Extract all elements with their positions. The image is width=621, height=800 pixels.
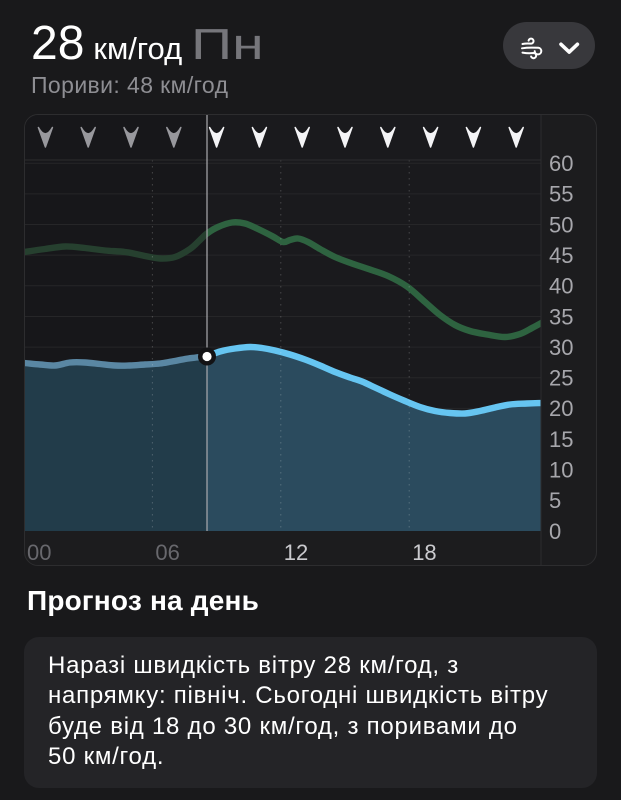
svg-text:35: 35 (549, 304, 573, 329)
svg-text:5: 5 (549, 488, 561, 513)
svg-text:12: 12 (284, 540, 308, 565)
svg-text:55: 55 (549, 182, 573, 207)
svg-text:60: 60 (549, 151, 573, 176)
svg-text:20: 20 (549, 396, 573, 421)
svg-text:06: 06 (155, 540, 179, 565)
svg-text:30: 30 (549, 335, 573, 360)
svg-text:45: 45 (549, 243, 573, 268)
svg-text:25: 25 (549, 366, 573, 391)
svg-text:18: 18 (412, 540, 436, 565)
svg-text:50: 50 (549, 212, 573, 237)
svg-text:0: 0 (549, 519, 561, 544)
svg-text:15: 15 (549, 427, 573, 452)
svg-text:00: 00 (27, 540, 51, 565)
svg-text:10: 10 (549, 458, 573, 483)
svg-text:40: 40 (549, 274, 573, 299)
